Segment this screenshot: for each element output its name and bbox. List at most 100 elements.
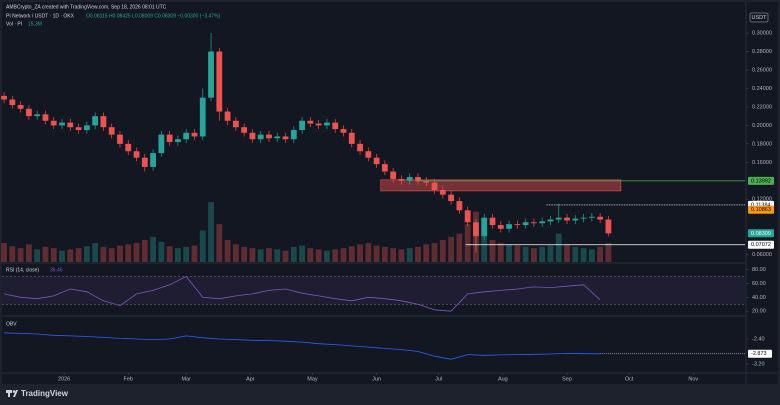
volume-bar: [282, 250, 289, 262]
volume-bar: [365, 243, 372, 262]
candle-body: [9, 99, 16, 106]
volume-bar: [117, 245, 123, 262]
y-tick-label: 0.06000: [752, 252, 772, 258]
volume-bar: [398, 249, 405, 262]
volume-bar: [274, 249, 281, 262]
currency-box[interactable]: [749, 12, 769, 23]
candle-body: [166, 134, 173, 142]
volume-bar: [175, 248, 181, 262]
currency-label[interactable]: USDT: [752, 15, 768, 21]
price-label: 0.13992: [751, 178, 771, 184]
ohlc-line: O0.08115 H0.08425 L0.08009 C0.08309 −0.0…: [86, 13, 221, 19]
candle-body: [75, 127, 82, 130]
candle-body: [497, 225, 504, 229]
candle-body: [398, 178, 405, 181]
y-tick-label: 0.28000: [752, 49, 772, 55]
volume-bar: [42, 246, 49, 262]
y-tick-label: -2.40: [752, 336, 765, 342]
price-label-box: [748, 229, 774, 238]
volume-bar: [605, 243, 612, 262]
volume-bar: [191, 245, 198, 262]
indicator-line: [4, 332, 601, 360]
last-value-box: [748, 349, 772, 358]
volume-bar: [340, 248, 347, 262]
volume-bar: [547, 245, 554, 262]
volume-bar: [75, 248, 82, 262]
x-tick-label: Nov: [688, 376, 698, 382]
volume-bar: [439, 239, 446, 262]
volume-bar: [125, 244, 132, 262]
candle-body: [125, 143, 132, 152]
candle-body: [282, 136, 289, 140]
y-tick-label: 0.20000: [752, 123, 772, 129]
candle-body: [522, 222, 529, 226]
candle-body: [390, 171, 397, 179]
volume-bar: [332, 249, 339, 262]
volume-value: 15.3M: [28, 21, 42, 27]
volume-bar: [133, 243, 140, 262]
candle-body: [439, 190, 446, 195]
volume-bar: [17, 248, 24, 262]
y-tick-label: 0.26000: [752, 67, 772, 73]
volume-bar: [83, 246, 90, 262]
candle-body: [208, 51, 214, 98]
candle-body: [307, 120, 314, 124]
rsi-label: RSI (14, close): [6, 267, 39, 273]
y-tick-label: 0.24000: [752, 86, 772, 92]
volume-bar: [224, 239, 231, 262]
y-tick-label: 40.00: [752, 295, 766, 301]
volume-bar: [208, 202, 214, 262]
volume-bar: [415, 246, 421, 262]
candle-body: [588, 216, 595, 218]
candle-body: [473, 222, 479, 237]
candle-body: [17, 105, 24, 109]
volume-bar: [315, 249, 322, 262]
volume-bar: [431, 243, 438, 262]
volume-bar: [572, 246, 579, 262]
x-tick-label: Mar: [181, 376, 191, 382]
volume-bar: [9, 246, 16, 262]
candle-body: [564, 217, 570, 221]
last-value-label: -2.873: [751, 351, 767, 357]
volume-bar: [216, 224, 223, 262]
volume-bar: [597, 246, 604, 262]
candle-body: [290, 130, 297, 140]
candle-body: [580, 217, 587, 219]
logo-part: [12, 390, 16, 393]
volume-bar: [588, 249, 595, 262]
x-tick-label: Jul: [435, 376, 442, 382]
volume-bar: [141, 239, 148, 262]
candle-body: [26, 108, 32, 117]
x-tick-label: Aug: [498, 376, 508, 382]
x-tick-label: May: [307, 376, 318, 382]
candle-body: [249, 132, 256, 140]
candle-body: [415, 177, 421, 181]
supply-zone: [380, 179, 622, 192]
x-tick-label: Oct: [625, 376, 634, 382]
candle-body: [241, 127, 248, 133]
volume-bar: [158, 241, 165, 262]
volume-label: Vol · PI: [6, 21, 22, 27]
volume-bar: [26, 244, 32, 262]
candle-body: [406, 177, 413, 181]
y-tick-label: 20.00: [752, 309, 766, 315]
volume-bar: [166, 246, 173, 262]
candle-body: [216, 51, 223, 112]
candle-body: [332, 122, 339, 130]
candle-body: [572, 218, 579, 221]
candle-body: [100, 116, 107, 128]
volume-bar: [348, 246, 355, 262]
volume-bar: [530, 248, 537, 262]
volume-bar: [423, 244, 430, 262]
volume-bar: [241, 246, 248, 262]
x-tick-label: Sep: [562, 376, 572, 382]
price-label-box: [748, 176, 774, 185]
candle-body: [299, 120, 305, 130]
y-tick-label: 0.18000: [752, 141, 772, 147]
brand-name[interactable]: TradingView: [21, 389, 69, 398]
brand-logo[interactable]: [6, 390, 18, 397]
candle-body: [34, 114, 41, 117]
volume-bar: [199, 230, 206, 262]
candle-body: [357, 143, 363, 152]
volume-bar: [539, 246, 546, 262]
